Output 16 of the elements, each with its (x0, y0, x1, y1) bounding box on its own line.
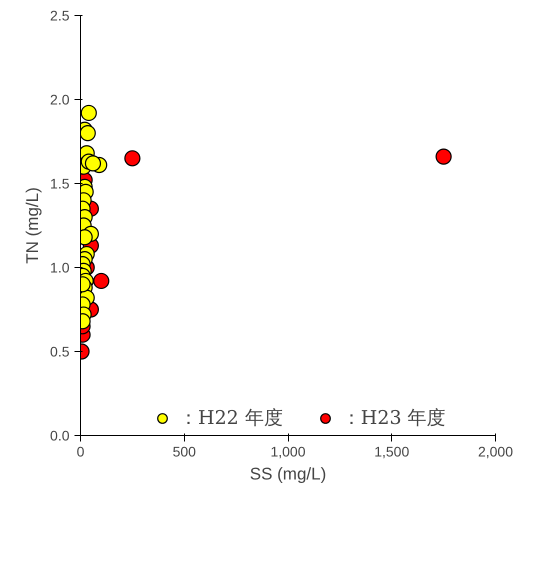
x-tick-label: 1,500 (374, 444, 410, 460)
x-tick-label: 500 (172, 444, 196, 460)
y-tick-label: 2.0 (50, 92, 70, 108)
x-tick-label: 0 (76, 444, 85, 460)
y-tick-label: 2.5 (50, 8, 70, 24)
y-axis-title: TN (mg/L) (23, 187, 42, 264)
y-tick-label: 1.5 (50, 176, 70, 192)
y-tick-label: 1.0 (50, 260, 70, 276)
x-tick-label: 1,000 (270, 444, 306, 460)
x-tick-label: 2,000 (478, 444, 514, 460)
x-axis-title: SS (mg/L) (250, 464, 326, 484)
legend-label: ：H22 年度 (179, 406, 283, 431)
point (436, 148, 452, 165)
y-tick-label: 0.5 (50, 344, 70, 360)
legend-label: ：H23 年度 (342, 406, 446, 431)
y-tick-label: 0.0 (50, 428, 70, 444)
